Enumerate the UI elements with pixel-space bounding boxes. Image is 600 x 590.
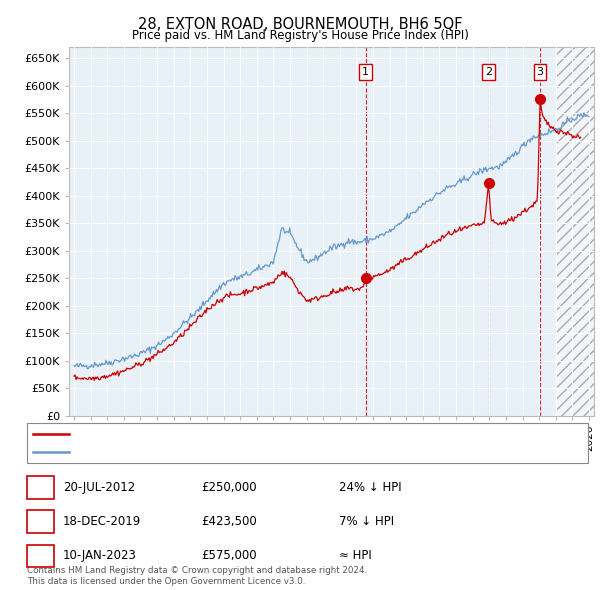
Text: 20-JUL-2012: 20-JUL-2012	[63, 481, 135, 494]
Text: 3: 3	[37, 549, 44, 562]
Text: 1: 1	[362, 67, 369, 77]
Text: 2: 2	[37, 515, 44, 528]
Text: Price paid vs. HM Land Registry's House Price Index (HPI): Price paid vs. HM Land Registry's House …	[131, 30, 469, 42]
Text: Contains HM Land Registry data © Crown copyright and database right 2024.: Contains HM Land Registry data © Crown c…	[27, 566, 367, 575]
Text: 2: 2	[485, 67, 492, 77]
Text: £423,500: £423,500	[201, 515, 257, 528]
Text: £575,000: £575,000	[201, 549, 257, 562]
Text: 7% ↓ HPI: 7% ↓ HPI	[339, 515, 394, 528]
Text: 24% ↓ HPI: 24% ↓ HPI	[339, 481, 401, 494]
Text: £250,000: £250,000	[201, 481, 257, 494]
Text: 1: 1	[37, 481, 44, 494]
Text: HPI: Average price, detached house, Bournemouth Christchurch and Poole: HPI: Average price, detached house, Bour…	[75, 447, 463, 457]
Text: 10-JAN-2023: 10-JAN-2023	[63, 549, 137, 562]
Text: This data is licensed under the Open Government Licence v3.0.: This data is licensed under the Open Gov…	[27, 577, 305, 586]
Text: 18-DEC-2019: 18-DEC-2019	[63, 515, 141, 528]
Text: ≈ HPI: ≈ HPI	[339, 549, 372, 562]
Bar	[556, 47, 598, 416]
Text: 28, EXTON ROAD, BOURNEMOUTH, BH6 5QF (detached house): 28, EXTON ROAD, BOURNEMOUTH, BH6 5QF (de…	[75, 429, 401, 439]
Bar	[556, 47, 598, 416]
Text: 3: 3	[536, 67, 544, 77]
Text: 28, EXTON ROAD, BOURNEMOUTH, BH6 5QF: 28, EXTON ROAD, BOURNEMOUTH, BH6 5QF	[138, 17, 462, 31]
